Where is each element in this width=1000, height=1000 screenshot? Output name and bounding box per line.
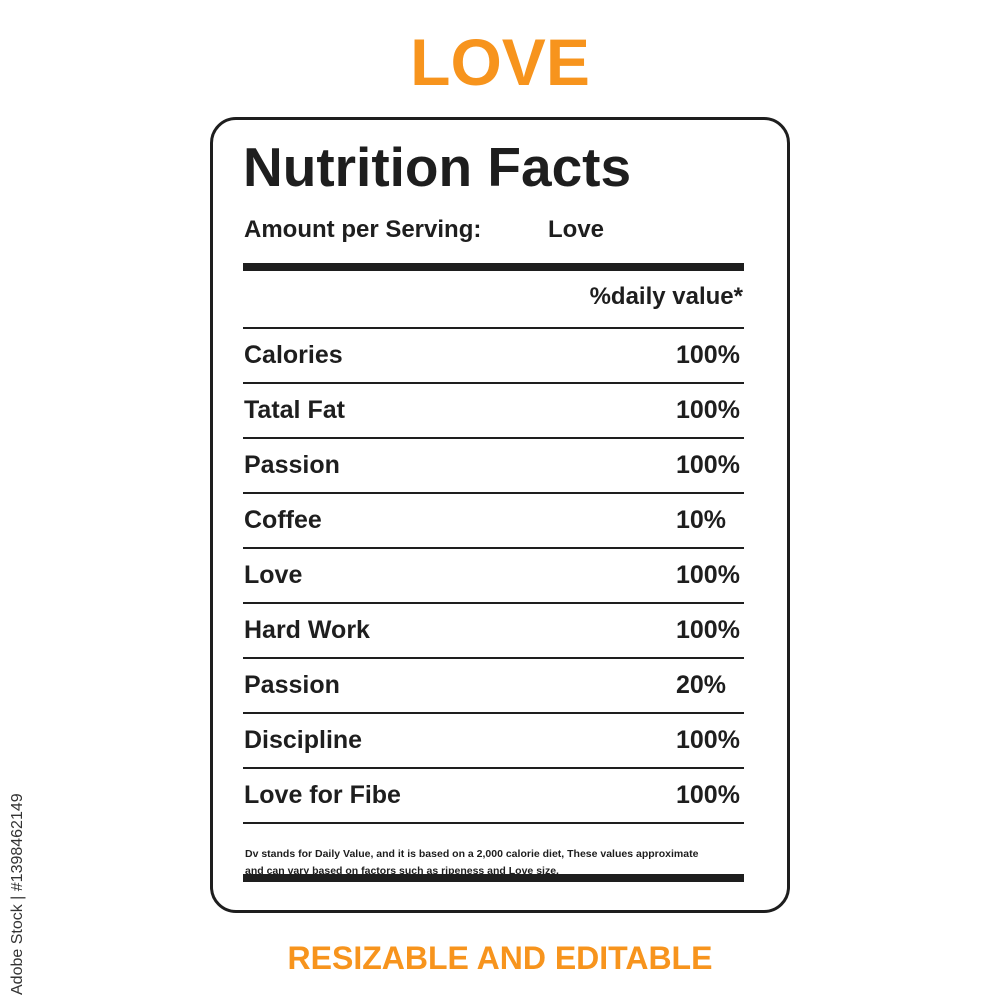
serving-value: Love — [548, 216, 605, 243]
nutrient-name: Calories — [244, 341, 343, 369]
row-rule — [243, 712, 744, 714]
nutrient-name: Love for Fibe — [244, 781, 401, 809]
title: LOVE — [410, 25, 590, 99]
nutrient-value: 100% — [676, 341, 740, 369]
label-heading: Nutrition Facts — [243, 136, 632, 198]
row-rule — [243, 492, 744, 494]
rule — [243, 263, 744, 271]
row-rule — [243, 602, 744, 604]
nutrient-name: Hard Work — [244, 616, 370, 644]
nutrient-name: Passion — [244, 451, 340, 479]
row-rule — [243, 547, 744, 549]
rule — [243, 874, 744, 882]
nutrient-name: Tatal Fat — [244, 396, 345, 424]
nutrient-value: 100% — [676, 561, 740, 589]
row-rule — [243, 382, 744, 384]
nutrient-value: 100% — [676, 451, 740, 479]
footnote-line: Dv stands for Daily Value, and it is bas… — [245, 848, 699, 860]
row-rule — [243, 822, 744, 824]
nutrient-value: 100% — [676, 781, 740, 809]
column-header: %daily value* — [589, 283, 743, 310]
row-rule — [243, 437, 744, 439]
nutrient-value: 20% — [676, 671, 727, 699]
nutrient-name: Coffee — [244, 506, 322, 534]
footnote-line: and can vary based on factors such as ri… — [245, 865, 559, 877]
nutrient-value: 100% — [676, 726, 740, 754]
row-rule — [243, 657, 744, 659]
nutrient-value: 100% — [676, 396, 740, 424]
footer: RESIZABLE AND EDITABLE — [287, 940, 713, 976]
nutrient-value: 10% — [676, 506, 727, 534]
row-rule — [243, 327, 744, 329]
nutrient-name: Love — [244, 561, 303, 589]
row-rule — [243, 767, 744, 769]
label-frame — [210, 117, 790, 913]
watermark: Adobe Stock | #1398462149 — [9, 793, 26, 995]
nutrient-value: 100% — [676, 616, 740, 644]
nutrient-name: Discipline — [244, 726, 363, 754]
serving-label: Amount per Serving: — [244, 216, 482, 243]
nutrient-name: Passion — [244, 671, 340, 699]
